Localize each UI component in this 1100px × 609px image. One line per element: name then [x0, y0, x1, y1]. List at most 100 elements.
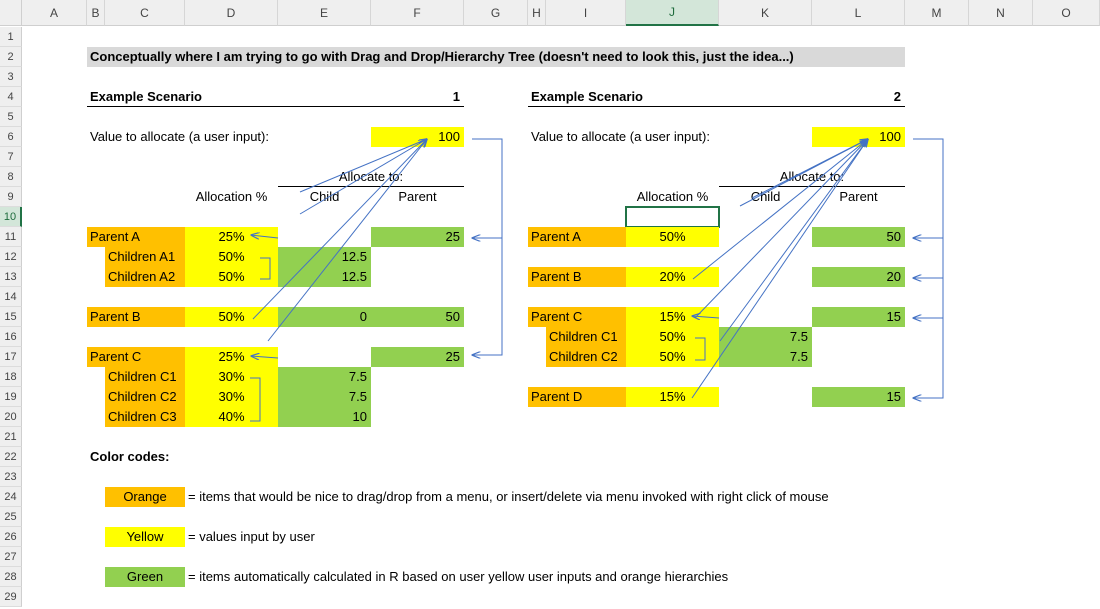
scenario2-heading[interactable]: Example Scenario: [528, 87, 905, 107]
scenario2-allocate-to[interactable]: Allocate to:: [719, 167, 905, 187]
scenario2-value-input[interactable]: 100: [812, 127, 905, 147]
s2-parent-b-pct[interactable]: 20%: [626, 267, 719, 287]
s1-parent-a-parent[interactable]: 25: [371, 227, 464, 247]
s1-parent-b-child[interactable]: 0: [278, 307, 371, 327]
s1-children-a1-pct[interactable]: 50%: [185, 247, 278, 267]
row-header-13[interactable]: 13: [0, 267, 22, 287]
s2-parent-a-label[interactable]: Parent A: [528, 227, 626, 247]
column-header-d[interactable]: D: [185, 0, 278, 26]
row-header-14[interactable]: 14: [0, 287, 22, 307]
row-header-15[interactable]: 15: [0, 307, 22, 327]
s1-children-c2-child[interactable]: 7.5: [278, 387, 371, 407]
s2-parent-d-pct[interactable]: 15%: [626, 387, 719, 407]
row-header-18[interactable]: 18: [0, 367, 22, 387]
column-header-h[interactable]: H: [528, 0, 546, 26]
s2-parent-b-parent[interactable]: 20: [812, 267, 905, 287]
s1-children-a1-child[interactable]: 12.5: [278, 247, 371, 267]
s1-parent-a-label[interactable]: Parent A: [87, 227, 185, 247]
title-banner[interactable]: Conceptually where I am trying to go wit…: [87, 47, 905, 67]
row-header-25[interactable]: 25: [0, 507, 22, 527]
row-header-16[interactable]: 16: [0, 327, 22, 347]
column-header-c[interactable]: C: [105, 0, 185, 26]
s1-parent-c-parent[interactable]: 25: [371, 347, 464, 367]
legend-green-swatch[interactable]: Green: [105, 567, 185, 587]
column-header-o[interactable]: O: [1033, 0, 1100, 26]
scenario1-alloc-pct-header[interactable]: Allocation %: [195, 189, 268, 204]
scenario1-value-label[interactable]: Value to allocate (a user input):: [90, 129, 269, 144]
s1-parent-a-pct[interactable]: 25%: [185, 227, 278, 247]
scenario1-allocate-to[interactable]: Allocate to:: [278, 167, 464, 187]
legend-green-description[interactable]: = items automatically calculated in R ba…: [188, 569, 729, 584]
s1-children-a2-pct[interactable]: 50%: [185, 267, 278, 287]
column-header-g[interactable]: G: [464, 0, 528, 26]
column-header-k[interactable]: K: [719, 0, 812, 26]
column-header-a[interactable]: A: [22, 0, 87, 26]
s1-children-c1-pct[interactable]: 30%: [185, 367, 278, 387]
row-header-10[interactable]: 10: [0, 207, 22, 227]
s2-children-c1-label[interactable]: Children C1: [546, 327, 626, 347]
scenario1-number[interactable]: 1: [452, 89, 460, 104]
row-header-28[interactable]: 28: [0, 567, 22, 587]
scenario2-number[interactable]: 2: [893, 89, 901, 104]
column-header-b[interactable]: B: [87, 0, 105, 26]
s1-parent-b-label[interactable]: Parent B: [87, 307, 185, 327]
s2-parent-d-label[interactable]: Parent D: [528, 387, 626, 407]
s2-children-c2-child[interactable]: 7.5: [719, 347, 812, 367]
row-header-2[interactable]: 2: [0, 47, 22, 67]
s1-children-c3-pct[interactable]: 40%: [185, 407, 278, 427]
legend-yellow-swatch[interactable]: Yellow: [105, 527, 185, 547]
scenario1-heading[interactable]: Example Scenario: [87, 87, 464, 107]
s1-children-c3-child[interactable]: 10: [278, 407, 371, 427]
s1-children-c3-label[interactable]: Children C3: [105, 407, 185, 427]
s2-parent-a-pct[interactable]: 50%: [626, 227, 719, 247]
row-header-9[interactable]: 9: [0, 187, 22, 207]
s2-children-c2-pct[interactable]: 50%: [626, 347, 719, 367]
legend-orange-description[interactable]: = items that would be nice to drag/drop …: [188, 489, 829, 504]
row-header-29[interactable]: 29: [0, 587, 22, 607]
column-header-f[interactable]: F: [371, 0, 464, 26]
row-header-6[interactable]: 6: [0, 127, 22, 147]
row-header-8[interactable]: 8: [0, 167, 22, 187]
scenario1-child-header[interactable]: Child: [309, 189, 340, 204]
s1-children-c2-pct[interactable]: 30%: [185, 387, 278, 407]
s1-children-a2-label[interactable]: Children A2: [105, 267, 185, 287]
row-header-27[interactable]: 27: [0, 547, 22, 567]
scenario1-value-input[interactable]: 100: [371, 127, 464, 147]
scenario2-alloc-pct-header[interactable]: Allocation %: [626, 187, 719, 207]
s1-parent-c-pct[interactable]: 25%: [185, 347, 278, 367]
s1-parent-b-pct[interactable]: 50%: [185, 307, 278, 327]
s2-children-c2-label[interactable]: Children C2: [546, 347, 626, 367]
s1-parent-c-label[interactable]: Parent C: [87, 347, 185, 367]
legend-orange-swatch[interactable]: Orange: [105, 487, 185, 507]
legend-yellow-description[interactable]: = values input by user: [188, 529, 315, 544]
row-header-23[interactable]: 23: [0, 467, 22, 487]
column-header-j[interactable]: J: [626, 0, 719, 26]
active-cell-j10[interactable]: [625, 206, 720, 228]
s1-children-c1-label[interactable]: Children C1: [105, 367, 185, 387]
s2-children-c1-child[interactable]: 7.5: [719, 327, 812, 347]
row-header-26[interactable]: 26: [0, 527, 22, 547]
column-header-e[interactable]: E: [278, 0, 371, 26]
s2-parent-c-parent[interactable]: 15: [812, 307, 905, 327]
row-header-22[interactable]: 22: [0, 447, 22, 467]
s2-parent-c-pct[interactable]: 15%: [626, 307, 719, 327]
column-header-l[interactable]: L: [812, 0, 905, 26]
row-header-3[interactable]: 3: [0, 67, 22, 87]
scenario2-value-label[interactable]: Value to allocate (a user input):: [531, 129, 710, 144]
row-header-19[interactable]: 19: [0, 387, 22, 407]
row-header-11[interactable]: 11: [0, 227, 22, 247]
scenario1-parent-header[interactable]: Parent: [398, 189, 437, 204]
row-header-20[interactable]: 20: [0, 407, 22, 427]
row-header-4[interactable]: 4: [0, 87, 22, 107]
column-header-n[interactable]: N: [969, 0, 1033, 26]
color-codes-heading[interactable]: Color codes:: [90, 449, 170, 464]
row-header-12[interactable]: 12: [0, 247, 22, 267]
s2-children-c1-pct[interactable]: 50%: [626, 327, 719, 347]
s2-parent-a-parent[interactable]: 50: [812, 227, 905, 247]
row-header-5[interactable]: 5: [0, 107, 22, 127]
scenario2-parent-header[interactable]: Parent: [839, 189, 878, 204]
row-header-24[interactable]: 24: [0, 487, 22, 507]
select-all-corner[interactable]: [0, 0, 22, 26]
s1-parent-b-parent[interactable]: 50: [371, 307, 464, 327]
